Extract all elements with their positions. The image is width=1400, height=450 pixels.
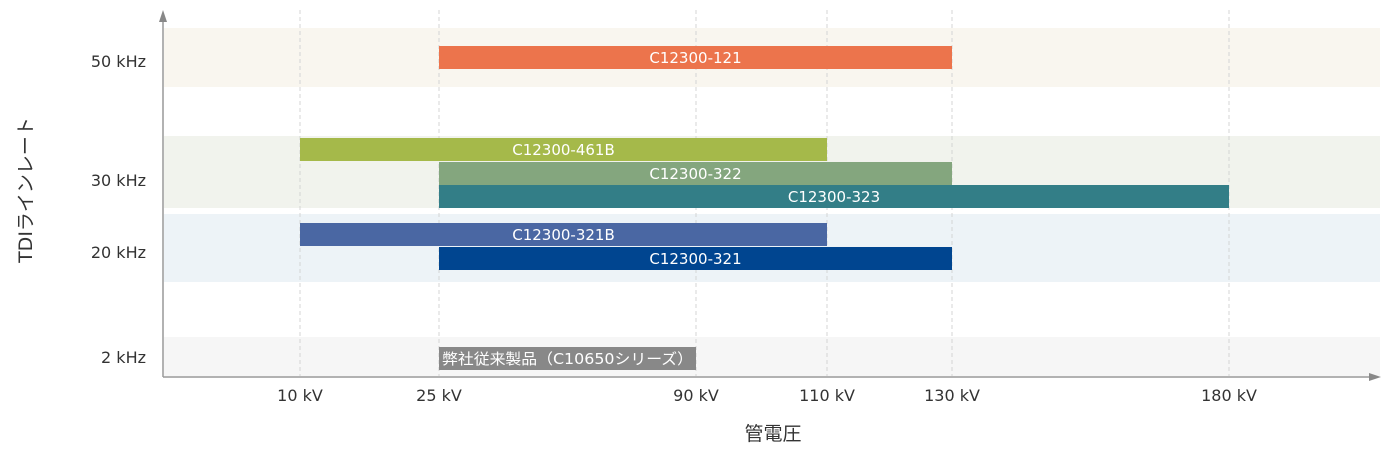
- y-tick-label: 20 kHz: [91, 243, 146, 262]
- y-tick-label: 50 kHz: [91, 52, 146, 71]
- y-axis-arrow-icon: [159, 10, 167, 22]
- range-bar: [439, 46, 952, 69]
- range-bar: [300, 223, 827, 246]
- bar-label: C12300-321: [649, 250, 741, 268]
- x-tick-label: 90 kV: [673, 386, 719, 405]
- bar-label: C12300-461B: [512, 141, 615, 159]
- bar-label: C12300-121: [649, 49, 741, 67]
- x-tick-label: 110 kV: [799, 386, 855, 405]
- range-bar: [439, 247, 952, 270]
- y-axis-title: TDIラインレート: [15, 117, 37, 264]
- x-tick-label: 130 kV: [924, 386, 980, 405]
- y-tick-label: 2 kHz: [101, 348, 146, 367]
- bar-label: C12300-322: [649, 165, 741, 183]
- category-band: [164, 337, 1380, 376]
- range-bar: [439, 162, 952, 185]
- y-tick-label: 30 kHz: [91, 171, 146, 190]
- range-bar: [439, 185, 1229, 208]
- bar-label: 弊社従来製品（C10650シリーズ）: [442, 350, 693, 368]
- x-tick-label: 10 kV: [277, 386, 323, 405]
- bar-label: C12300-321B: [512, 226, 615, 244]
- range-bar: [300, 138, 827, 161]
- x-tick-label: 180 kV: [1201, 386, 1257, 405]
- range-bar: [439, 347, 696, 370]
- x-axis-arrow-icon: [1369, 373, 1381, 381]
- x-tick-label: 25 kV: [416, 386, 462, 405]
- bar-label: C12300-323: [788, 188, 880, 206]
- x-axis-title: 管電圧: [744, 423, 801, 445]
